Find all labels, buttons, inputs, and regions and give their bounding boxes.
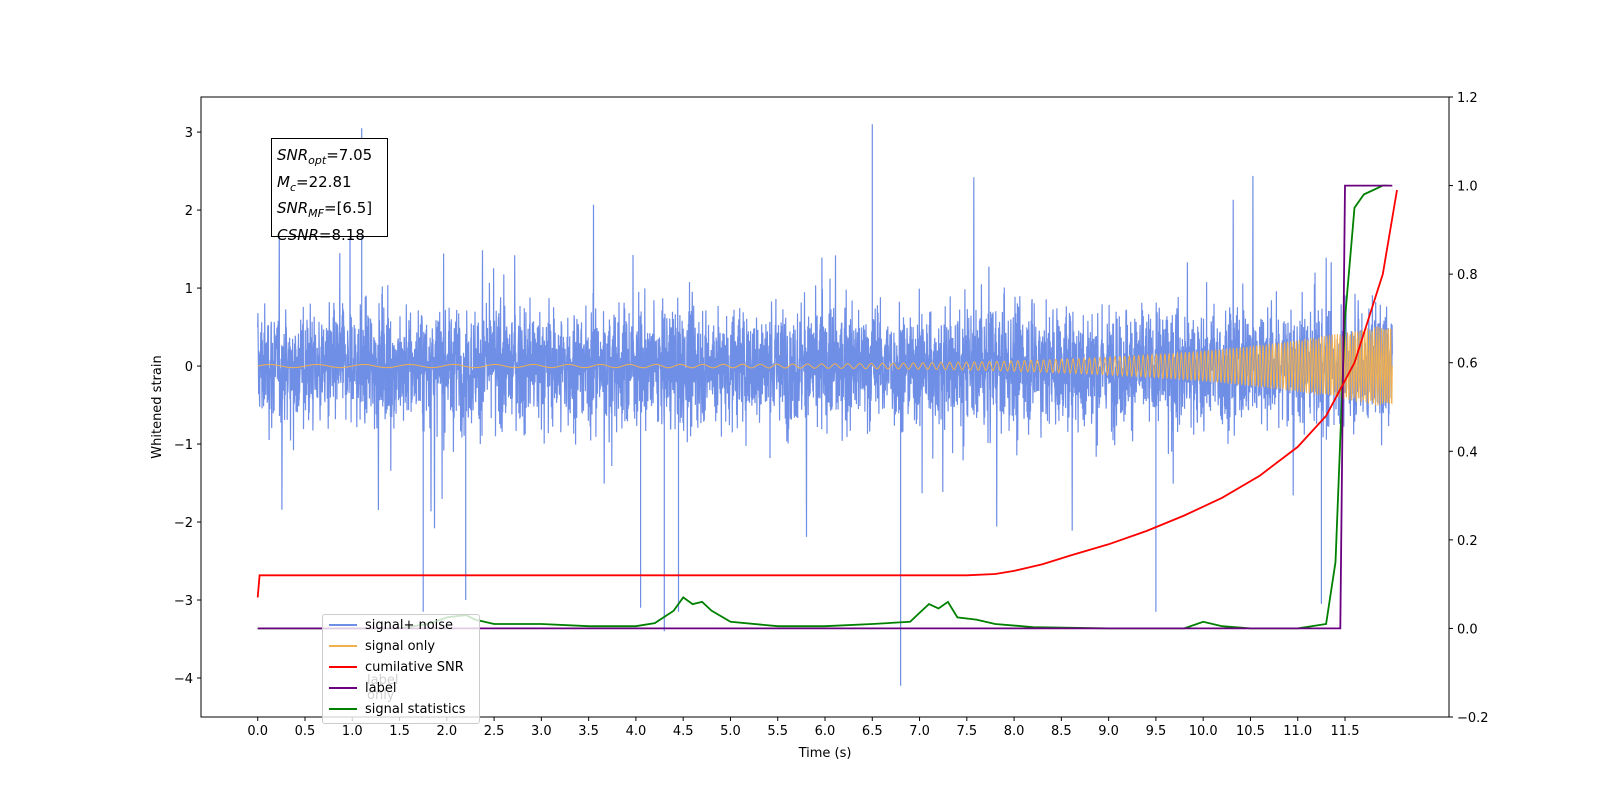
legend: signal+ noise signal only cumilative SNR… bbox=[322, 614, 480, 724]
x-tick-label: 10.5 bbox=[1236, 724, 1265, 739]
y-left-tick-label: −1 bbox=[174, 438, 193, 453]
series-label-line bbox=[257, 184, 1393, 630]
metrics-annotation-box: SNRopt=7.05 Mc=22.81 SNRMF=[6.5] CSNR=8.… bbox=[271, 138, 388, 244]
chirp-mass-line: Mc=22.81 bbox=[277, 172, 352, 194]
x-tick-label: 8.5 bbox=[1051, 724, 1072, 739]
x-tick-label: 4.5 bbox=[673, 724, 694, 739]
legend-swatch bbox=[329, 687, 357, 689]
series-group bbox=[256, 124, 1398, 686]
x-tick-label: 11.0 bbox=[1283, 724, 1312, 739]
csnr-line: CSNR=8.18 bbox=[277, 225, 365, 244]
y-right-tick-label: 1.0 bbox=[1457, 180, 1478, 195]
x-tick-label: 3.0 bbox=[531, 724, 552, 739]
x-tick-label: 7.0 bbox=[909, 724, 930, 739]
series-signal-noise-line bbox=[257, 124, 1393, 686]
series-signal-only-line bbox=[257, 326, 1393, 406]
legend-label: signal+ noise bbox=[365, 617, 454, 633]
y-right-tick-label: 0.0 bbox=[1457, 622, 1478, 637]
y-left-tick-label: 1 bbox=[185, 282, 193, 297]
legend-ghost-label: label only bbox=[367, 673, 399, 703]
x-axis-label: Time (s) bbox=[798, 746, 852, 761]
x-axis-ticks: 0.0 0.5 1.0 1.5 2.0 2.5 3.0 3.5 4.0 4.5 5.0 5.5 6.0 6… bbox=[247, 717, 1359, 739]
y-right-tick-label: −0.2 bbox=[1457, 711, 1489, 726]
y-left-tick-label: 0 bbox=[185, 360, 193, 375]
y-left-tick-label: −2 bbox=[174, 516, 193, 531]
x-tick-label: 9.5 bbox=[1146, 724, 1167, 739]
x-tick-label: 4.0 bbox=[626, 724, 647, 739]
legend-swatch bbox=[329, 708, 357, 710]
legend-swatch bbox=[329, 624, 357, 626]
x-tick-label: 2.5 bbox=[484, 724, 505, 739]
snr-opt-line: SNRopt=7.05 bbox=[277, 146, 373, 167]
x-tick-label: 0.0 bbox=[247, 724, 268, 739]
x-tick-label: 3.5 bbox=[578, 724, 599, 739]
y-right-tick-label: 0.6 bbox=[1457, 357, 1478, 372]
x-tick-label: 0.5 bbox=[295, 724, 316, 739]
y-left-tick-label: 3 bbox=[185, 126, 193, 141]
y-left-tick-label: 2 bbox=[185, 204, 193, 219]
y-axis-right-ticks: 1.2 1.0 0.8 0.6 0.4 0.2 0.0 −0.2 bbox=[1449, 91, 1489, 726]
x-tick-label: 6.0 bbox=[815, 724, 836, 739]
legend-item: signal+ noise bbox=[329, 615, 453, 635]
y-right-tick-label: 1.2 bbox=[1457, 91, 1478, 106]
legend-item: label label only bbox=[329, 673, 398, 703]
legend-label: signal statistics bbox=[365, 701, 466, 717]
x-tick-label: 9.0 bbox=[1098, 724, 1119, 739]
series-cumulative-snr-line bbox=[256, 189, 1398, 598]
x-tick-label: 10.0 bbox=[1189, 724, 1218, 739]
x-tick-label: 7.5 bbox=[956, 724, 977, 739]
x-tick-label: 5.0 bbox=[720, 724, 741, 739]
legend-label: label bbox=[365, 680, 397, 696]
y-axis-left-ticks: 3 2 1 0 −1 −2 −3 −4 bbox=[174, 126, 201, 687]
x-tick-label: 5.5 bbox=[767, 724, 788, 739]
legend-item: signal only bbox=[329, 636, 435, 656]
legend-label: signal only bbox=[365, 638, 436, 654]
x-tick-label: 8.0 bbox=[1004, 724, 1025, 739]
y-left-tick-label: −3 bbox=[174, 594, 193, 609]
series-signal-statistics-line bbox=[257, 184, 1388, 630]
legend-item: signal statistics bbox=[329, 699, 466, 719]
snr-mf-line: SNRMF=[6.5] bbox=[277, 199, 373, 220]
legend-swatch bbox=[329, 645, 357, 647]
legend-label: cumilative SNR bbox=[365, 659, 464, 675]
y-left-tick-label: −4 bbox=[174, 672, 193, 687]
legend-item: cumilative SNR bbox=[329, 657, 464, 677]
legend-swatch bbox=[329, 666, 357, 668]
x-tick-label: 2.0 bbox=[436, 724, 457, 739]
plot-area bbox=[256, 124, 1398, 686]
x-tick-label: 1.0 bbox=[342, 724, 363, 739]
x-tick-label: 11.5 bbox=[1331, 724, 1360, 739]
y-right-tick-label: 0.2 bbox=[1457, 534, 1478, 549]
y-right-tick-label: 0.4 bbox=[1457, 445, 1478, 460]
x-tick-label: 1.5 bbox=[389, 724, 410, 739]
y-axis-label: Whitened strain bbox=[150, 355, 165, 458]
x-tick-label: 6.5 bbox=[862, 724, 883, 739]
y-right-tick-label: 0.8 bbox=[1457, 268, 1478, 283]
